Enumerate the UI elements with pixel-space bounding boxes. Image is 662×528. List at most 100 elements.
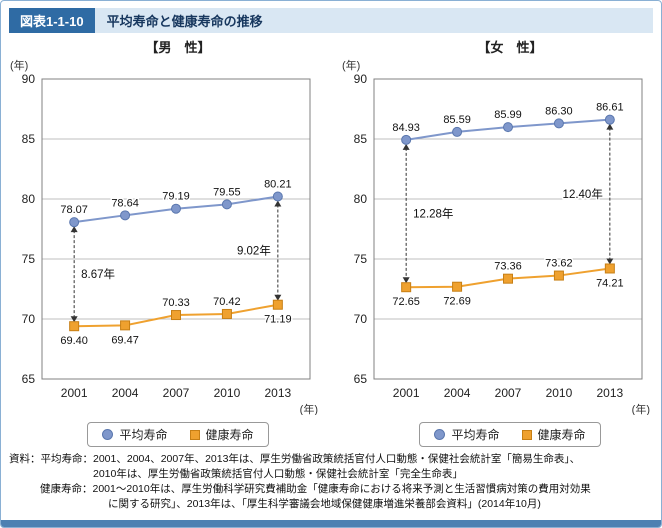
healthy-life-marker-icon: [189, 429, 200, 440]
data-point-circle: [171, 203, 181, 214]
x-tick-label: 2013: [264, 386, 291, 400]
figure-title: 平均寿命と健康寿命の推移: [94, 8, 653, 33]
plot-border: [41, 78, 311, 380]
x-axis-unit: (年): [300, 402, 318, 415]
charts-row: 【男 性】 (年) 65 70 75 80 85 90 2001 2004 2007 2010 201…: [1, 39, 661, 447]
y-tick-label: 90: [354, 72, 368, 86]
source-line: 2010年は、厚生労働省政策統括官付人口動態・保健社会統計室「完全生命表」: [93, 467, 463, 480]
legend-label-life: 平均寿命: [119, 428, 168, 442]
data-value-label: 73.36: [494, 261, 522, 273]
figure-header: 図表1-1-10 平均寿命と健康寿命の推移: [9, 8, 653, 33]
legend-item-healthy: 健康寿命: [521, 426, 586, 443]
y-tick-label: 85: [354, 132, 368, 146]
data-value-label: 69.47: [111, 334, 139, 346]
y-tick-label: 65: [354, 372, 368, 386]
data-point-square: [69, 321, 80, 332]
chart-block-female: 【女 性】 (年) 65 70 75 80 85 90 2001 2004 2007 2010 201…: [340, 39, 654, 447]
data-point-square: [553, 270, 564, 281]
data-point-circle: [452, 126, 463, 137]
y-tick-label: 80: [354, 192, 368, 206]
data-value-label: 73.62: [545, 258, 573, 270]
source-note: 資料：平均寿命：2001、2004、2007年、2013年は、厚生労働省政策統括…: [9, 452, 651, 512]
data-point-circle: [604, 114, 615, 125]
x-tick-label: 2004: [444, 386, 471, 400]
data-value-label: 84.93: [392, 122, 420, 134]
chart-title-female: 【女 性】: [477, 40, 543, 55]
data-value-label: 72.65: [392, 296, 420, 308]
gap-annotation-label: 8.67年: [81, 267, 115, 281]
y-tick-label: 85: [22, 132, 36, 146]
data-point-square: [171, 310, 181, 321]
data-point-square: [452, 281, 463, 292]
arrowhead-down-icon: [70, 316, 78, 323]
data-value-label: 85.99: [494, 109, 522, 121]
gap-annotation-label: 12.28年: [413, 207, 453, 221]
data-value-label: 79.19: [162, 191, 190, 203]
x-tick-label: 2007: [163, 386, 190, 400]
data-point-circle: [69, 217, 80, 228]
data-point-square: [272, 299, 283, 310]
arrowhead-up-icon: [402, 143, 410, 150]
data-point-square: [221, 308, 232, 319]
life-expectancy-marker-icon: [434, 429, 446, 440]
arrowhead-down-icon: [402, 277, 410, 284]
arrowhead-up-icon: [606, 123, 614, 130]
x-tick-label: 2004: [112, 386, 139, 400]
data-value-label: 78.64: [111, 197, 139, 209]
x-tick-label: 2010: [214, 386, 241, 400]
legend-female: 平均寿命 健康寿命: [419, 422, 601, 447]
y-tick-label: 80: [22, 192, 36, 206]
data-point-circle: [553, 118, 564, 129]
x-tick-label: 2010: [546, 386, 573, 400]
x-axis-unit: (年): [632, 402, 650, 415]
source-line: に関する研究」、2013年は、「厚生科学審議会地域保健健康増進栄養部会資料」(2…: [108, 497, 541, 510]
data-value-label: 78.07: [60, 204, 88, 216]
y-axis-unit: (年): [10, 58, 28, 72]
legend-item-life: 平均寿命: [102, 426, 168, 443]
y-axis-unit: (年): [342, 58, 360, 72]
legend-label-healthy: 健康寿命: [537, 428, 586, 442]
y-tick-label: 70: [354, 312, 368, 326]
figure-number-badge: 図表1-1-10: [9, 8, 95, 33]
data-point-circle: [503, 122, 513, 133]
life-expectancy-marker-icon: [102, 429, 114, 440]
data-value-label: 85.59: [443, 114, 471, 126]
gap-annotation-label: 9.02年: [237, 244, 271, 258]
data-value-label: 71.19: [264, 314, 292, 326]
data-value-label: 79.55: [213, 186, 241, 198]
chart-male: (年) 65 70 75 80 85 90 2001 2004 2007 2010 2013 (年) 8.…: [10, 58, 318, 416]
data-point-square: [401, 282, 412, 293]
legend-row-female: 平均寿命 健康寿命: [340, 422, 654, 447]
data-point-circle: [401, 134, 412, 145]
data-value-label: 69.40: [60, 335, 88, 347]
arrowhead-up-icon: [274, 200, 282, 207]
chart-title-male: 【男 性】: [145, 40, 211, 55]
data-value-label: 70.42: [213, 296, 241, 308]
legend-label-life: 平均寿命: [451, 428, 500, 442]
x-tick-label: 2001: [61, 386, 88, 400]
x-tick-label: 2001: [393, 386, 420, 400]
source-line: 健康寿命：2001～2010年は、厚生労働科学研究費補助金「健康寿命における将来…: [40, 482, 591, 495]
arrowhead-down-icon: [274, 294, 282, 301]
y-tick-label: 75: [22, 252, 36, 266]
y-tick-label: 65: [22, 372, 36, 386]
source-line: 資料：平均寿命：2001、2004、2007年、2013年は、厚生労働省政策統括…: [9, 453, 581, 465]
legend-label-healthy: 健康寿命: [205, 428, 254, 442]
data-value-label: 80.21: [264, 178, 292, 190]
data-point-square: [604, 263, 615, 274]
y-tick-label: 90: [22, 72, 36, 86]
data-point-square: [503, 273, 513, 284]
chart-block-male: 【男 性】 (年) 65 70 75 80 85 90 2001 2004 2007 2010 201…: [8, 39, 322, 447]
legend-item-life: 平均寿命: [434, 426, 500, 443]
data-value-label: 72.69: [443, 296, 471, 308]
data-point-circle: [272, 191, 283, 202]
y-tick-label: 75: [354, 252, 368, 266]
legend-row-male: 平均寿命 健康寿命: [8, 422, 322, 447]
y-tick-label: 70: [22, 312, 36, 326]
arrowhead-down-icon: [606, 258, 614, 265]
data-value-label: 74.21: [596, 277, 624, 289]
gap-annotation-label: 12.40年: [563, 187, 603, 201]
data-value-label: 86.61: [596, 102, 624, 114]
data-point-square: [120, 320, 131, 331]
